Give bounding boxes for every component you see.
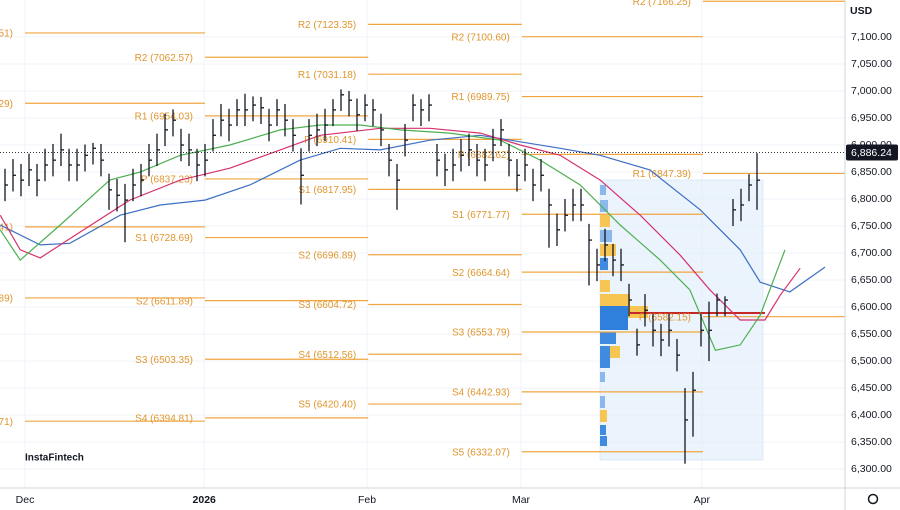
pivot-label: S2 (6696.89): [298, 250, 356, 261]
brand-logo: InstaFintech: [25, 453, 84, 464]
last-price-label: 6,886.24: [851, 147, 892, 159]
y-tick-label: 6,750.00: [851, 220, 892, 232]
profile-bar: [600, 258, 608, 270]
profile-bar: [600, 306, 628, 330]
pivot-label: P (6910.41): [304, 135, 356, 146]
y-tick-label: 6,450.00: [851, 382, 892, 394]
pivot-label: R2 (7123.35): [298, 20, 356, 31]
profile-bar: [600, 244, 616, 256]
x-tick-label: Apr: [694, 494, 711, 506]
pivots: 51)29)41)89)71)R2 (7062.57)R1 (6954.03)P…: [0, 0, 845, 458]
pivot-label: S3 (6604.72): [298, 300, 356, 311]
profile-bar: [600, 200, 608, 212]
pivot-label: 71): [0, 417, 13, 428]
x-tick-label: 2026: [193, 494, 217, 506]
y-tick-label: 6,800.00: [851, 193, 892, 205]
pivot-label: R1 (7031.18): [298, 70, 356, 81]
profile-bar: [600, 410, 607, 422]
profile-bar: [600, 346, 610, 368]
pivot-label: S5 (6332.07): [452, 447, 510, 458]
y-tick-label: 6,350.00: [851, 436, 892, 448]
volume-profile: [600, 185, 648, 446]
settings-icon[interactable]: [867, 493, 879, 505]
y-tick-label: 6,950.00: [851, 112, 892, 124]
y-tick-label: 6,850.00: [851, 166, 892, 178]
pivot-label: R1 (6847.39): [633, 169, 691, 180]
pivot-label: R2 (7062.57): [135, 53, 193, 64]
pivot-label: S3 (6553.79): [452, 328, 510, 339]
y-tick-label: 7,050.00: [851, 58, 892, 70]
pivot-label: S1 (6771.77): [452, 210, 510, 221]
moving-average: [0, 134, 826, 293]
pivot-label: R2 (7166.25): [633, 0, 691, 8]
y-tick-label: 6,400.00: [851, 409, 892, 421]
profile-bar: [600, 396, 605, 408]
y-tick-label: 6,300.00: [851, 463, 892, 475]
y-tick-label: 6,550.00: [851, 328, 892, 340]
y-tick-label: 7,100.00: [851, 31, 892, 43]
pivot-label: S4 (6394.81): [135, 414, 193, 425]
pivot-label: 29): [0, 99, 13, 110]
profile-bar: [600, 215, 610, 227]
pivot-label: R1 (6989.75): [451, 92, 509, 103]
pivot-label: R1 (6954.03): [135, 111, 193, 122]
last-price-tag: [846, 144, 898, 161]
x-tick-label: Dec: [16, 494, 35, 506]
pivot-label: S3 (6503.35): [135, 355, 193, 366]
y-tick-label: 6,700.00: [851, 247, 892, 259]
profile-bar: [600, 372, 605, 382]
profile-bar: [600, 436, 607, 446]
y-tick-label: 7,000.00: [851, 85, 892, 97]
pivot-label: P (6582.15): [639, 312, 691, 323]
moving-average: [0, 124, 786, 351]
pivot-label: S4 (6512.56): [298, 350, 356, 361]
pivot-label: 89): [0, 294, 13, 305]
profile-bar: [600, 280, 610, 292]
pivot-label: P (6882.62): [458, 150, 510, 161]
price-bars: [4, 89, 760, 464]
pivot-label: S1 (6817.95): [298, 185, 356, 196]
pivot-label: P (6837.23): [141, 175, 193, 186]
currency: USD: [850, 5, 873, 17]
pivot-label: R2 (7100.60): [451, 32, 509, 43]
y-tick-label: 6,650.00: [851, 274, 892, 286]
pivot-label: S2 (6611.89): [136, 296, 193, 307]
profile-bar: [600, 185, 606, 195]
pivot-label: S4 (6442.93): [452, 388, 510, 399]
x-tick-label: Mar: [512, 494, 531, 506]
y-tick-label: 6,500.00: [851, 355, 892, 367]
pivot-label: S1 (6728.69): [135, 233, 193, 244]
profile-bar: [600, 332, 616, 344]
pivot-label: S2 (6664.64): [452, 268, 510, 279]
pivot-label: 51): [0, 29, 13, 40]
x-tick-label: Feb: [358, 494, 376, 506]
profile-bar: [600, 230, 612, 242]
profile-bar: [600, 294, 630, 306]
pivot-label: S5 (6420.40): [298, 400, 356, 411]
y-tick-label: 6,600.00: [851, 301, 892, 313]
profile-bar: [600, 425, 606, 435]
